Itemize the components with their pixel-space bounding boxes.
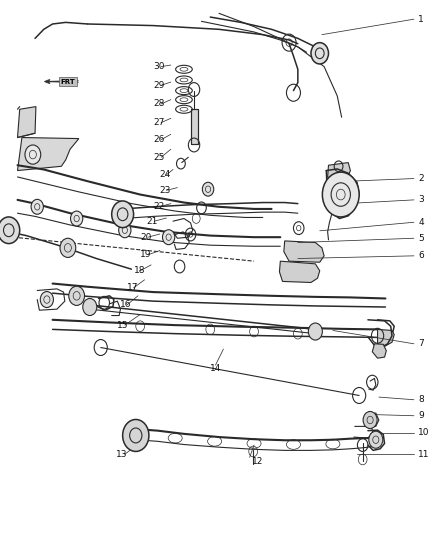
Text: 14: 14 (210, 365, 222, 373)
Polygon shape (372, 344, 386, 358)
Polygon shape (18, 107, 36, 138)
Text: 6: 6 (418, 252, 424, 260)
Text: 25: 25 (153, 153, 165, 161)
Polygon shape (191, 109, 198, 144)
Circle shape (0, 217, 20, 244)
Circle shape (71, 211, 83, 226)
Circle shape (119, 223, 131, 238)
Circle shape (322, 172, 359, 217)
Circle shape (60, 238, 76, 257)
Text: 16: 16 (120, 301, 132, 309)
Text: 11: 11 (418, 450, 430, 458)
Text: 7: 7 (418, 340, 424, 348)
Text: 21: 21 (147, 217, 158, 225)
Circle shape (202, 182, 214, 196)
Text: 17: 17 (127, 284, 138, 292)
Text: 1: 1 (418, 15, 424, 23)
Circle shape (112, 201, 134, 228)
Circle shape (31, 199, 43, 214)
Circle shape (162, 230, 175, 245)
Text: 22: 22 (153, 202, 165, 211)
Text: 5: 5 (418, 234, 424, 243)
Text: 26: 26 (153, 135, 165, 144)
Text: 28: 28 (153, 100, 165, 108)
Text: 20: 20 (140, 233, 152, 241)
Polygon shape (378, 329, 394, 346)
Text: 19: 19 (140, 251, 152, 259)
Text: 24: 24 (159, 171, 170, 179)
Text: 29: 29 (153, 81, 165, 90)
Circle shape (123, 419, 149, 451)
Polygon shape (284, 241, 324, 262)
Polygon shape (328, 163, 350, 184)
Text: 8: 8 (418, 395, 424, 404)
Text: 2: 2 (418, 174, 424, 183)
Text: 12: 12 (252, 457, 263, 465)
Polygon shape (279, 261, 320, 282)
Text: 4: 4 (418, 218, 424, 227)
Circle shape (311, 43, 328, 64)
Polygon shape (18, 138, 79, 171)
Text: 23: 23 (159, 186, 170, 195)
Text: 13: 13 (116, 450, 127, 458)
Circle shape (25, 145, 41, 164)
Text: 18: 18 (134, 266, 145, 275)
Circle shape (363, 411, 377, 429)
Text: 27: 27 (153, 118, 165, 127)
Text: 9: 9 (418, 411, 424, 420)
Circle shape (308, 323, 322, 340)
Text: 30: 30 (153, 62, 165, 71)
Circle shape (40, 292, 53, 308)
Text: 15: 15 (117, 321, 129, 329)
Circle shape (69, 286, 85, 305)
Circle shape (83, 298, 97, 316)
Circle shape (369, 431, 383, 448)
Text: 3: 3 (418, 196, 424, 204)
Text: FRT: FRT (60, 78, 75, 85)
Text: 10: 10 (418, 429, 430, 437)
